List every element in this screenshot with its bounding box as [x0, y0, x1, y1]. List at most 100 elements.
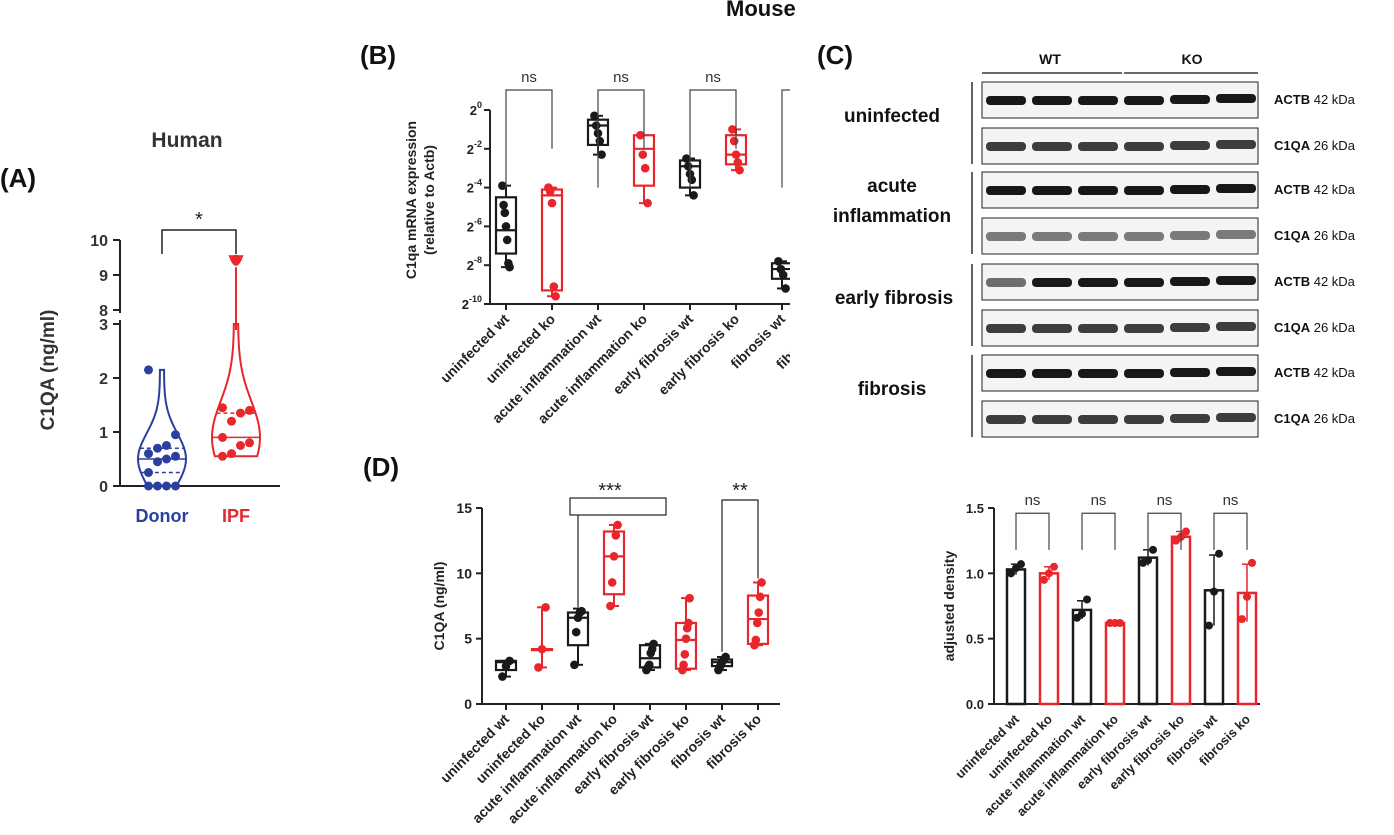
y-axis-label: C1QA (ng/ml) [431, 562, 447, 651]
data-point [687, 175, 697, 185]
y-tick-label: 0 [99, 479, 108, 496]
x-tick-label: Donor [136, 506, 189, 526]
significance-label: *** [598, 480, 622, 502]
significance-label: ns [1025, 492, 1041, 509]
data-point [613, 520, 622, 530]
data-point [728, 125, 737, 134]
y-tick-label: 2-8 [467, 255, 482, 273]
data-point [1144, 556, 1152, 565]
data-point [640, 163, 650, 173]
data-point [570, 660, 579, 670]
blot-band [1216, 413, 1256, 422]
blot-band [986, 415, 1026, 424]
data-point [144, 365, 153, 375]
data-point [577, 606, 586, 616]
blot-strip [981, 127, 1259, 165]
data-point [778, 270, 788, 280]
data-point [1182, 527, 1190, 536]
data-point [751, 635, 761, 645]
data-point [636, 130, 645, 140]
y-tick-label: 2 [99, 371, 108, 388]
y-tick-label: 2-4 [467, 178, 482, 196]
data-point [245, 405, 254, 415]
data-point [597, 150, 606, 159]
data-point [227, 449, 236, 459]
data-point [1238, 615, 1246, 624]
data-point [1007, 569, 1015, 578]
blot-band [1078, 142, 1118, 151]
y-tick-label: 3 [99, 317, 108, 334]
significance-bracket [597, 89, 645, 188]
band-label-actb: ACTB 42 kDa [1274, 92, 1355, 107]
data-point [1050, 562, 1058, 571]
blot-band [1216, 184, 1256, 193]
data-point [551, 291, 560, 301]
blot-band [1124, 369, 1164, 378]
data-point [162, 441, 171, 450]
data-point [534, 663, 543, 672]
data-point [609, 552, 619, 561]
data-point [643, 198, 652, 208]
blot-band [1216, 367, 1256, 376]
significance-bracket [1081, 512, 1116, 550]
data-point [731, 150, 741, 159]
blot-band [1032, 324, 1072, 333]
x-tick-label: early fibrosis ko [655, 311, 742, 398]
violin-donor [136, 368, 188, 487]
data-point [501, 222, 511, 231]
y-tick-label: 1 [99, 425, 108, 442]
bar [1005, 568, 1027, 706]
band-label-actb: ACTB 42 kDa [1274, 365, 1355, 380]
blot-band [1032, 415, 1072, 424]
data-point [1205, 621, 1213, 630]
blot-band [986, 278, 1026, 287]
data-point [231, 254, 241, 264]
data-point [502, 235, 512, 245]
data-point [1045, 569, 1053, 578]
y-axis-label: adjusted density [941, 551, 957, 662]
blot-band [1078, 415, 1118, 424]
data-point [1083, 595, 1091, 604]
blot-band [1124, 278, 1164, 287]
significance-label: ns [613, 69, 629, 86]
data-point [545, 187, 555, 196]
y-tick-label: 5 [464, 631, 472, 647]
blot-band [1170, 368, 1210, 377]
blot-strip [981, 309, 1259, 347]
data-point [735, 165, 744, 175]
blot-band [1216, 230, 1256, 239]
blot-band [1170, 95, 1210, 104]
data-point [757, 578, 766, 587]
data-point [505, 262, 514, 272]
blot-band [1216, 322, 1256, 331]
significance-label: ns [1157, 492, 1173, 509]
y-tick-label: 2-2 [467, 139, 482, 157]
data-point [171, 481, 180, 491]
violin-top [228, 255, 244, 266]
panel-label-d: (D) [363, 452, 400, 482]
data-point [682, 154, 691, 163]
blot-band [1032, 96, 1072, 105]
blot-band [1078, 324, 1118, 333]
data-point [1116, 618, 1124, 627]
data-point [500, 208, 510, 218]
data-point [1243, 592, 1251, 601]
panel-label-b: (B) [360, 40, 397, 70]
significance-label: ns [521, 69, 537, 86]
blot-band [986, 369, 1026, 378]
data-point [537, 644, 547, 654]
blot-band [1170, 277, 1210, 286]
blot-band [1124, 324, 1164, 333]
blot-band [1032, 278, 1072, 287]
y-tick-label: 2-10 [462, 294, 482, 312]
significance-bracket [781, 89, 790, 188]
bar [1104, 621, 1126, 706]
band-label-c1qa: C1QA 26 kDa [1274, 138, 1355, 153]
significance-bracket [1015, 512, 1050, 550]
y-tick-label: 8 [99, 303, 108, 320]
y-tick-label: 0.0 [966, 697, 984, 712]
data-point [644, 660, 654, 670]
blot-strip [981, 354, 1259, 392]
significance-bracket [1213, 512, 1248, 550]
